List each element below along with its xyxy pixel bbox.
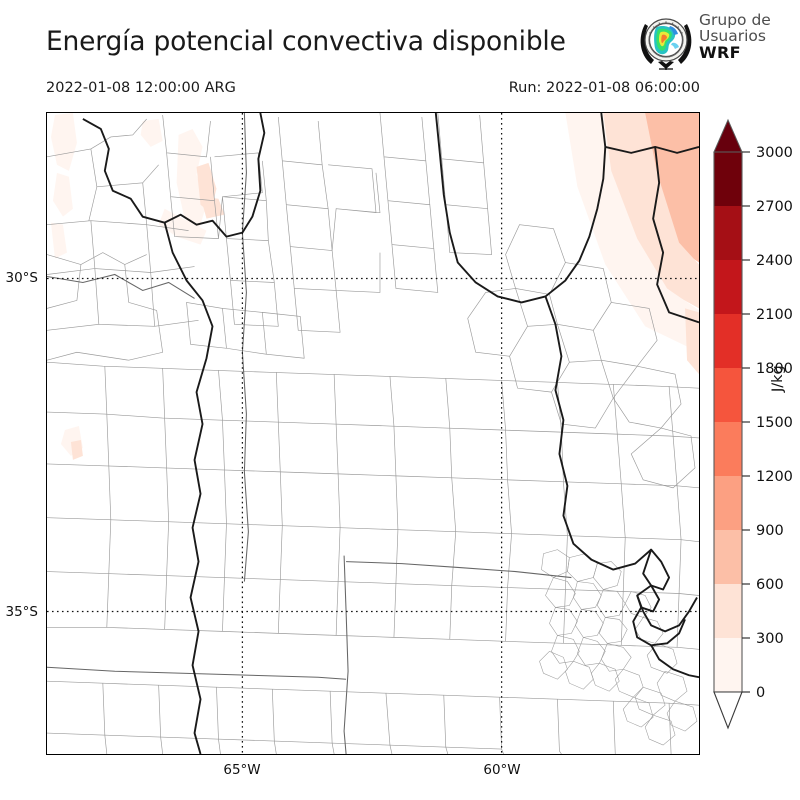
logo-block: Grupo de Usuarios WRF (637, 11, 797, 75)
cb-tick-1800: 1800 (756, 361, 793, 377)
cb-tick-2700: 2700 (756, 199, 793, 215)
wrf-user-group-seal-icon (640, 18, 692, 70)
colorbar-over-arrow (713, 118, 743, 153)
cape-field-map (47, 113, 699, 754)
cb-tick-2100: 2100 (756, 307, 793, 323)
colorbar-unit-label: J/kg (770, 365, 786, 392)
cb-tick-600: 600 (756, 577, 784, 593)
country-borders-layer (82, 113, 699, 754)
cb-tick-1500: 1500 (756, 415, 793, 431)
logo-line-3: WRF (699, 42, 741, 62)
logo-line-2: Usuarios (699, 26, 766, 45)
colorbar-tick-labels: 3000 2700 2400 2100 1800 1500 1200 900 6… (756, 145, 793, 701)
cb-tick-3000: 3000 (756, 145, 793, 161)
ytick-label-35S: 35°S (5, 604, 39, 620)
page-title: Energía potencial convectiva disponible (46, 26, 566, 57)
ytick-label-30S: 30°S (5, 270, 39, 286)
colorbar-bands (714, 152, 742, 692)
cb-tick-1200: 1200 (756, 469, 793, 485)
valid-time-label: 2022-01-08 12:00:00 ARG (46, 80, 236, 96)
logo-text: Grupo de Usuarios WRF (699, 11, 771, 62)
graticule-layer (47, 113, 699, 754)
colorbar-svg: 3000 2700 2400 2100 1800 1500 1200 900 6… (713, 118, 793, 730)
xtick-label-60W: 60°W (483, 762, 521, 778)
colorbar-ticks (742, 151, 750, 693)
cb-tick-900: 900 (756, 523, 784, 539)
logo-line-1: Grupo de (699, 11, 771, 29)
province-borders-layer (47, 113, 572, 754)
cb-tick-300: 300 (756, 631, 784, 647)
map-canvas[interactable] (46, 112, 700, 755)
colorbar[interactable]: 3000 2700 2400 2100 1800 1500 1200 900 6… (706, 112, 800, 772)
colorbar-under-arrow (713, 691, 743, 730)
xtick-label-65W: 65°W (223, 762, 261, 778)
run-time-label: Run: 2022-01-08 06:00:00 (508, 80, 700, 96)
cb-tick-0: 0 (756, 685, 765, 701)
cb-tick-2400: 2400 (756, 253, 793, 269)
department-borders-layer (47, 113, 699, 754)
cape-shading-layer (50, 113, 699, 460)
